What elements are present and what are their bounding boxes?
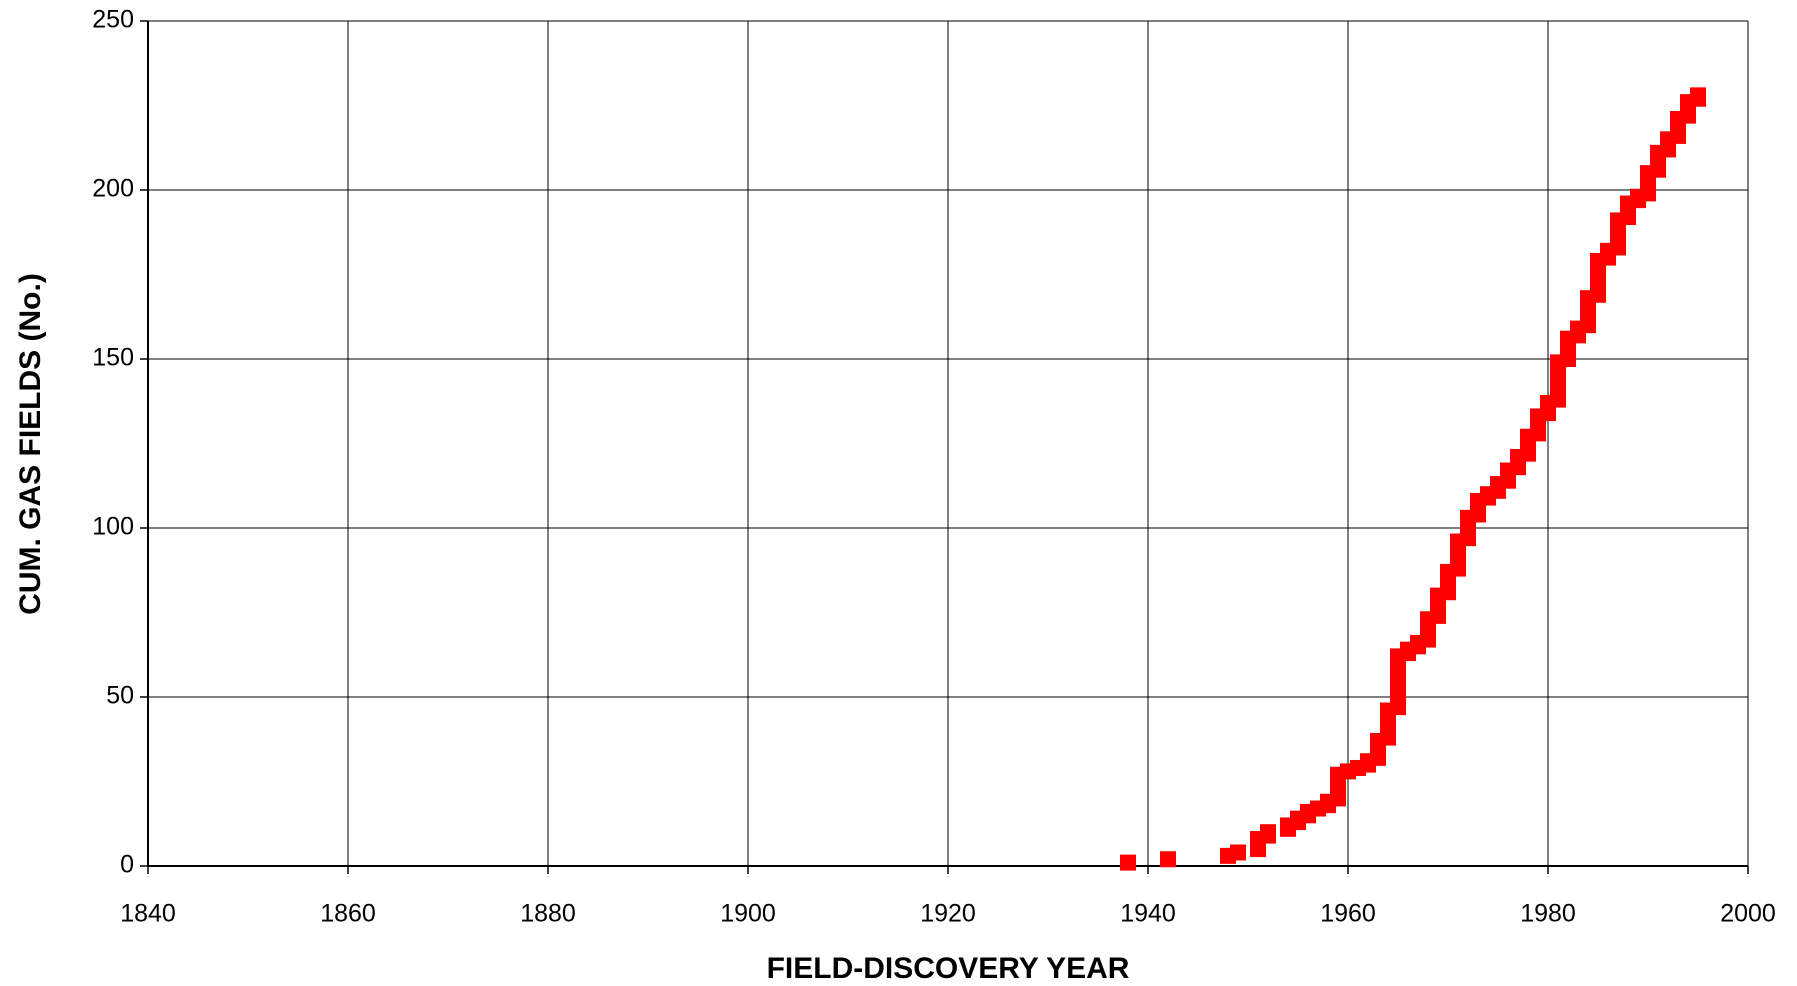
x-tick-label: 1980 [1520, 900, 1576, 928]
x-tick-label: 1900 [720, 900, 776, 928]
y-tick-label: 250 [92, 6, 134, 34]
y-axis-title: CUM. GAS FIELDS (No.) [14, 273, 47, 615]
marker [1260, 824, 1276, 841]
y-tick-label: 100 [92, 513, 134, 541]
x-tick-label: 1940 [1120, 900, 1176, 928]
marker [1120, 854, 1136, 871]
marker [1230, 844, 1246, 861]
x-tick-label: 1880 [520, 900, 576, 928]
y-tick-label: 0 [120, 851, 134, 879]
x-tick-label: 1840 [120, 900, 176, 928]
x-tick-label: 1860 [320, 900, 376, 928]
x-tick-label: 2000 [1720, 900, 1776, 928]
marker [1690, 87, 1706, 104]
y-tick-label: 50 [106, 682, 134, 710]
x-tick-label: 1920 [920, 900, 976, 928]
marker [1160, 851, 1176, 868]
y-tick-label: 150 [92, 344, 134, 372]
y-tick-label: 200 [92, 175, 134, 203]
x-axis-title: FIELD-DISCOVERY YEAR [767, 952, 1130, 985]
x-tick-label: 1960 [1320, 900, 1376, 928]
